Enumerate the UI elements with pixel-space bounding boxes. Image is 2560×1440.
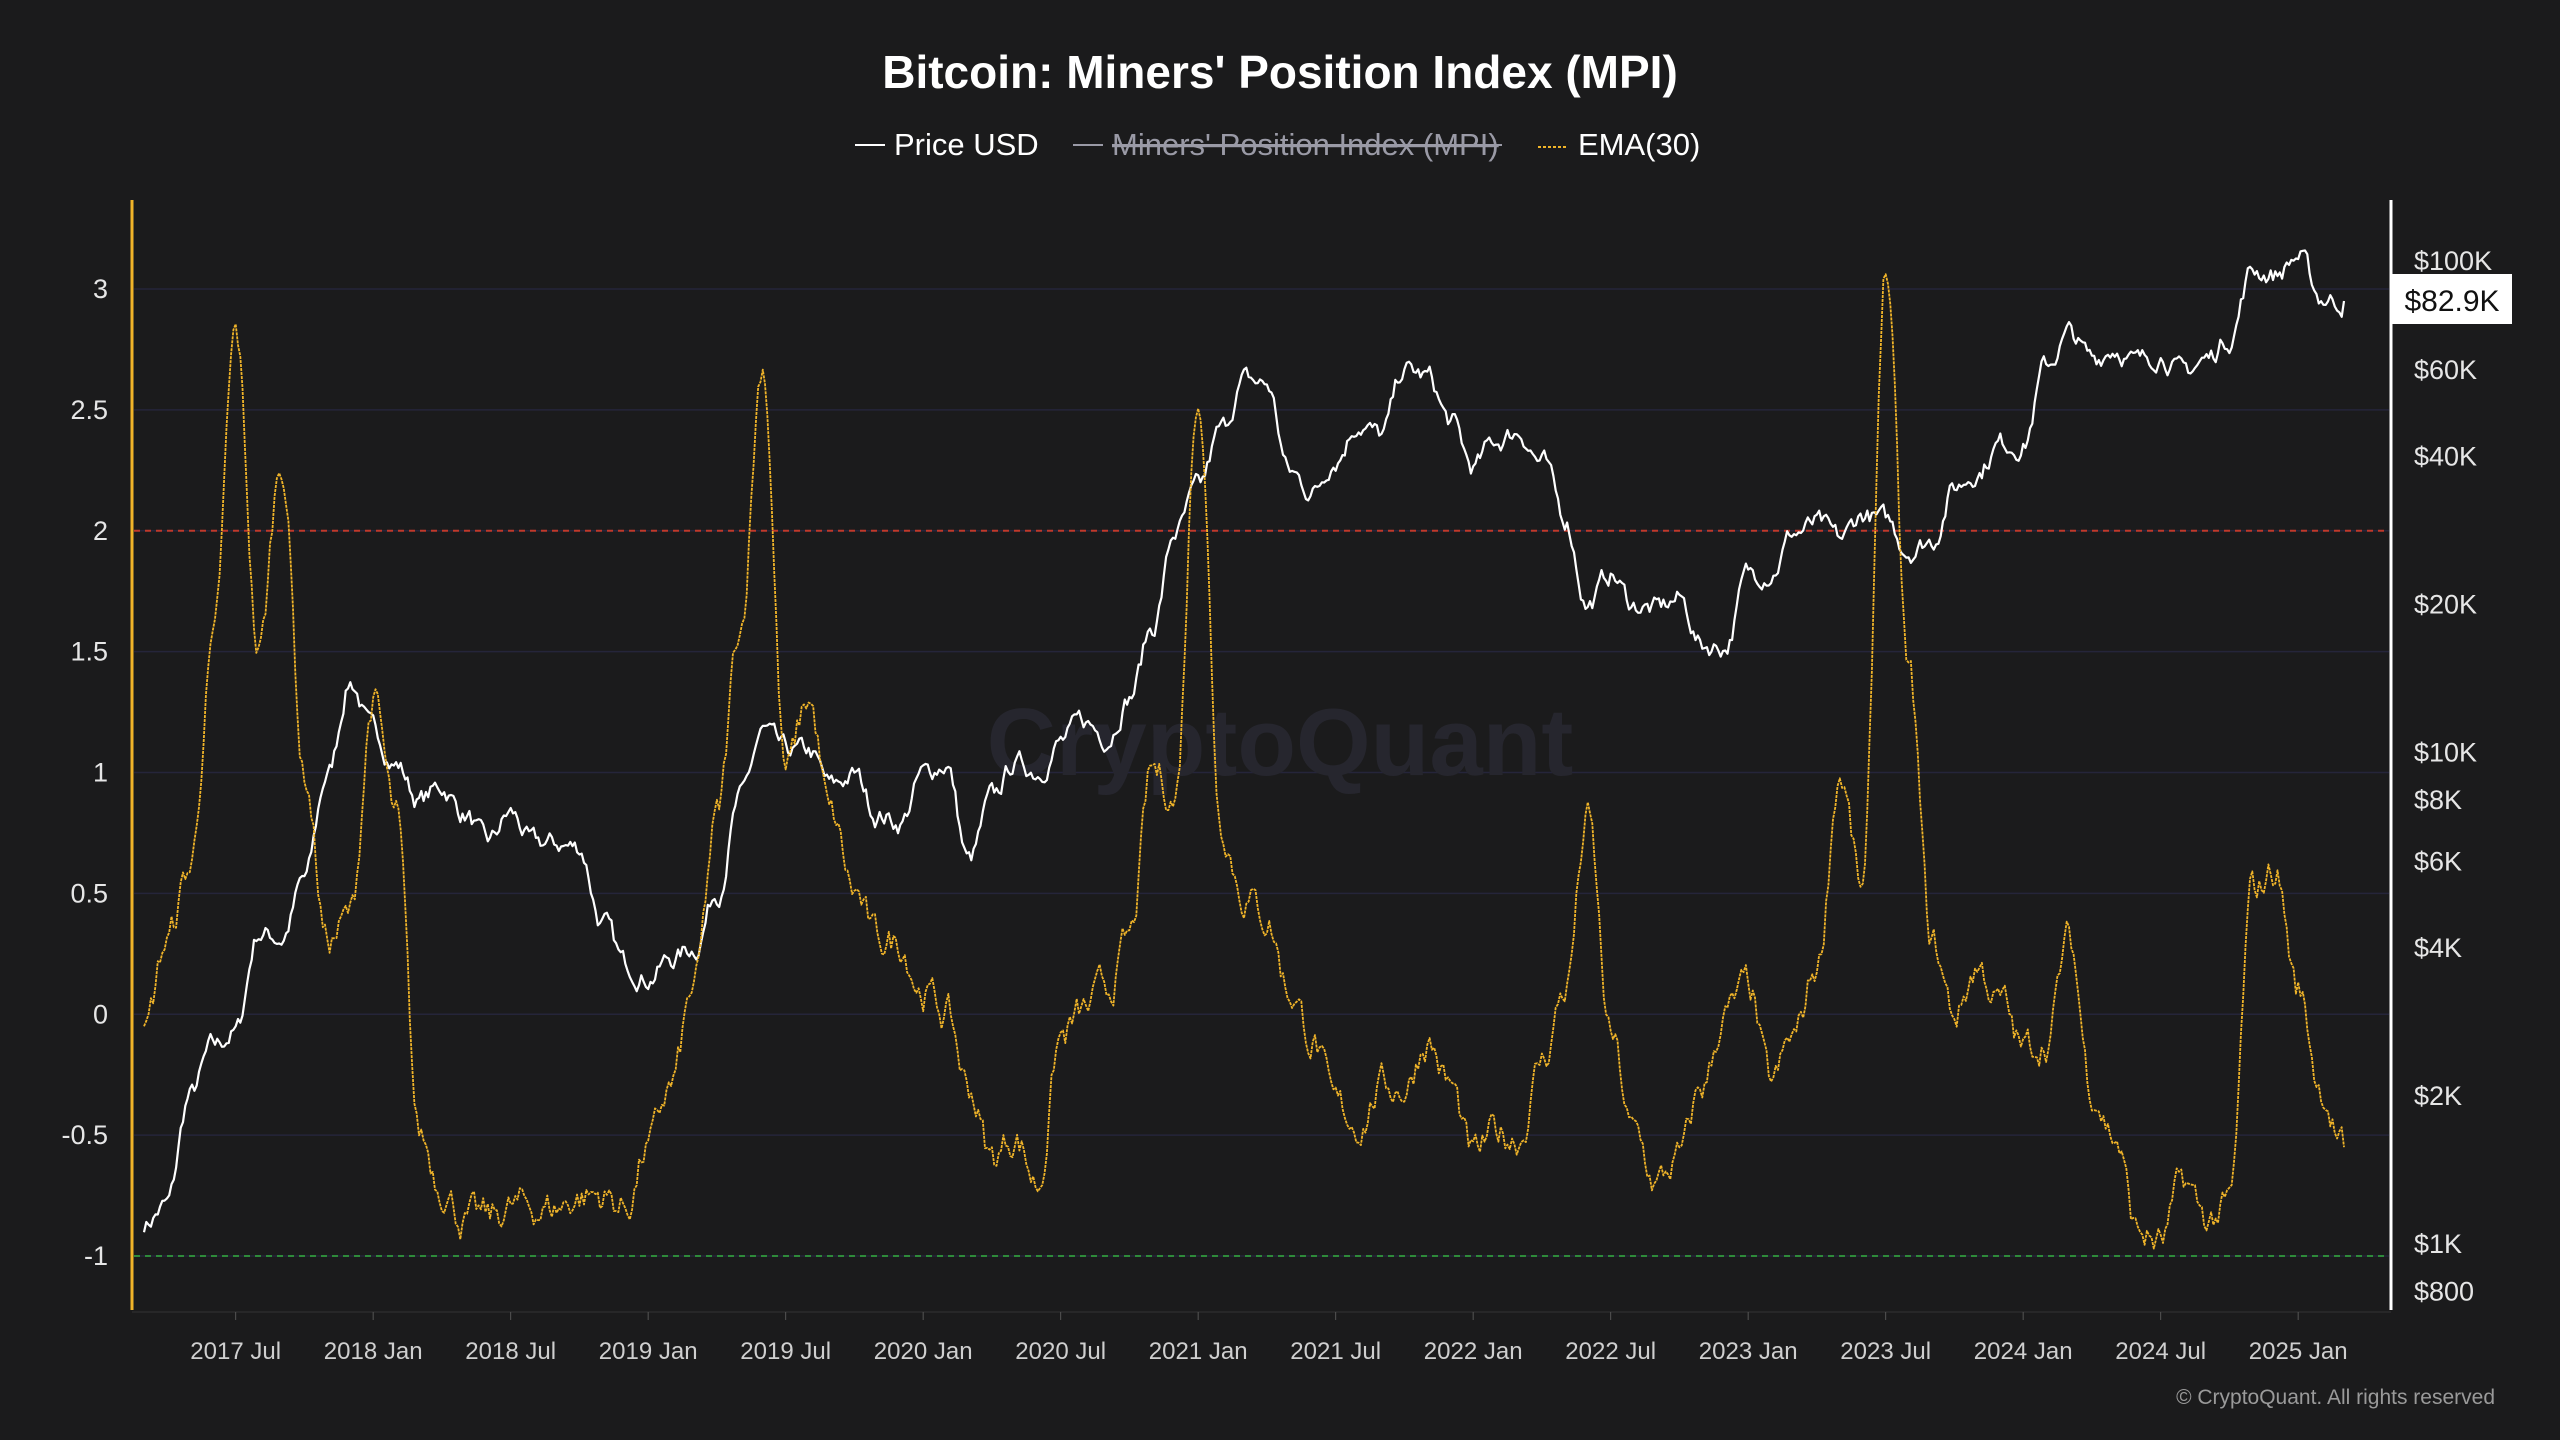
series-layer [142, 249, 2346, 1250]
y-right-tick-label: $800 [2414, 1277, 2474, 1307]
x-tick-label: 2022 Jan [1424, 1338, 1523, 1365]
y-right-tick-label: $60K [2414, 355, 2477, 385]
y-right-tick-label: $20K [2414, 590, 2477, 620]
y-left-tick-label: 1.5 [70, 637, 108, 667]
x-tick-label: 2024 Jul [2115, 1338, 2206, 1365]
y-right-tick-label: $100K [2414, 246, 2492, 276]
y-right-tick-label: $8K [2414, 785, 2462, 815]
x-tick-label: 2019 Jul [740, 1338, 831, 1365]
x-tick-label: 2020 Jul [1015, 1338, 1106, 1365]
x-tick-label: 2023 Jul [1840, 1338, 1931, 1365]
legend-item-ema[interactable]: EMA(30) [1538, 127, 1700, 162]
x-tick-label: 2018 Jan [324, 1338, 423, 1365]
x-tick-label: 2021 Jan [1149, 1338, 1248, 1365]
y-left-tick-label: 1 [93, 758, 108, 788]
x-tick-label: 2023 Jan [1699, 1338, 1798, 1365]
y-left-tick-label: 2.5 [70, 395, 108, 425]
current-price-label: $82.9K [2404, 285, 2499, 318]
legend-label-price: Price USD [894, 127, 1039, 162]
x-tick-label: 2024 Jan [1974, 1338, 2073, 1365]
y-left-tick-label: 3 [93, 274, 108, 304]
ema30-line [143, 273, 2345, 1250]
x-tick-label: 2021 Jul [1290, 1338, 1381, 1365]
y-left-tick-label: 0.5 [70, 878, 108, 908]
x-tick-label: 2018 Jul [465, 1338, 556, 1365]
y-left-tick-label: -0.5 [61, 1120, 108, 1150]
x-tick-label: 2017 Jul [190, 1338, 281, 1365]
gridlines [134, 288, 2389, 1257]
y-right-tick-label: $10K [2414, 738, 2477, 768]
y-left-tick-label: 2 [93, 516, 108, 546]
chart-title: Bitcoin: Miners' Position Index (MPI) [882, 46, 1678, 98]
watermark: CryptoQuant [987, 689, 1574, 796]
y-left-tick-label: -1 [84, 1241, 108, 1271]
x-tick-label: 2020 Jan [874, 1338, 973, 1365]
x-tick-label: 2022 Jul [1565, 1338, 1656, 1365]
x-tick-label: 2019 Jan [599, 1338, 698, 1365]
x-tick-label: 2025 Jan [2249, 1338, 2348, 1365]
price-usd-line [142, 249, 2346, 1233]
y-right-tick-label: $40K [2414, 442, 2477, 472]
y-axis-left-ticks: 3 2.5 2 1.5 1 0.5 0 -0.5 -1 [61, 274, 108, 1271]
current-price-marker: $82.9K [2392, 274, 2512, 324]
y-left-tick-label: 0 [93, 999, 108, 1029]
legend-item-mpi[interactable]: Miners' Position Index (MPI) [1073, 127, 1502, 162]
y-axis-right-ticks: $100K $60K $40K $20K $10K $8K $6K $4K $2K $1K $800 [2414, 246, 2492, 1307]
y-right-tick-label: $1K [2414, 1229, 2462, 1259]
legend: Price USD Miners' Position Index (MPI) E… [855, 127, 1700, 162]
y-right-tick-label: $2K [2414, 1081, 2462, 1111]
reference-lines [134, 529, 2389, 1257]
legend-label-ema: EMA(30) [1578, 127, 1700, 162]
copyright: © CryptoQuant. All rights reserved [2176, 1386, 2495, 1409]
y-right-tick-label: $6K [2414, 847, 2462, 877]
legend-item-price[interactable]: Price USD [855, 127, 1039, 162]
x-axis-ticks: 2017 Jul 2018 Jan 2018 Jul 2019 Jan 2019 Jul… [190, 1312, 2348, 1365]
y-right-tick-label: $4K [2414, 933, 2462, 963]
